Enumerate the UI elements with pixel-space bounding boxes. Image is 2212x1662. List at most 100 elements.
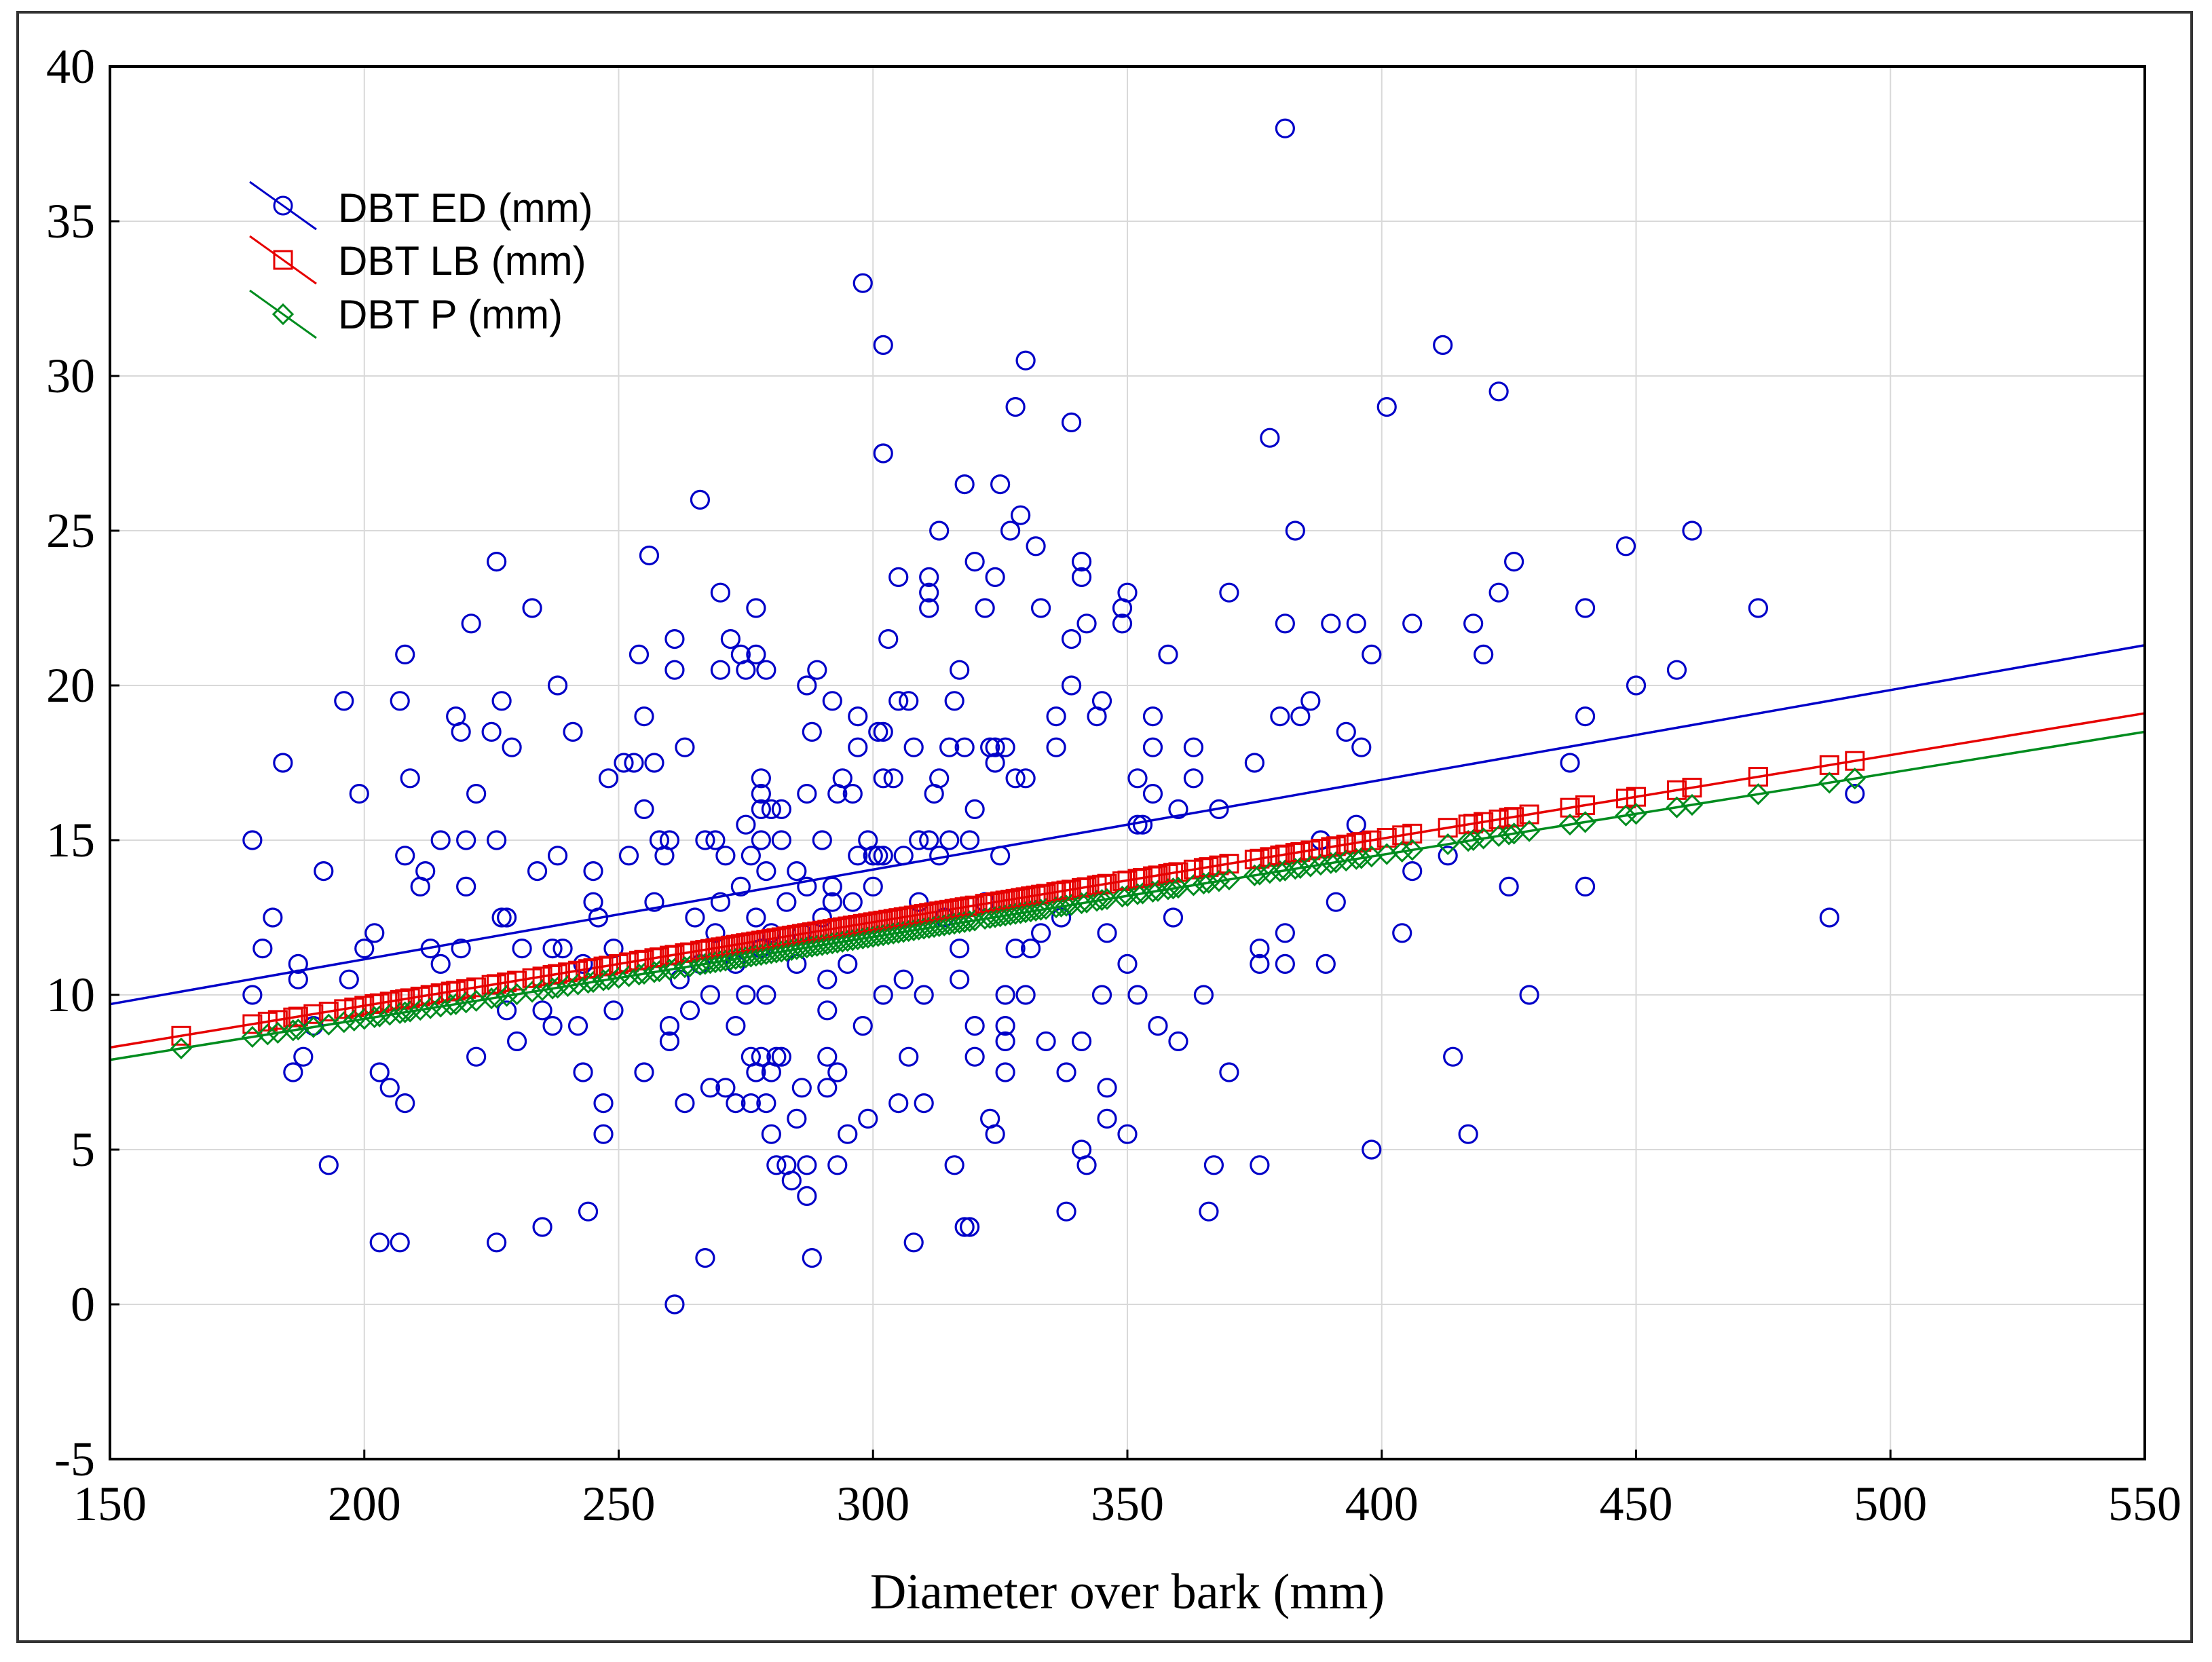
ed-point <box>664 660 685 680</box>
ed-point <box>1748 598 1768 618</box>
ed-point <box>430 953 451 975</box>
ed-point <box>1097 923 1117 943</box>
ed-point <box>1117 582 1138 603</box>
ed-point <box>1046 737 1066 757</box>
lb-point <box>1183 859 1203 880</box>
ed-point <box>1575 706 1596 727</box>
ed-point <box>1056 1062 1076 1082</box>
ed-point <box>893 846 914 866</box>
lb-point <box>548 964 568 984</box>
ed-point <box>527 861 548 882</box>
ed-point <box>1076 1155 1097 1175</box>
p-point <box>1681 793 1704 816</box>
ed-point <box>771 830 791 850</box>
ed-point <box>797 1186 817 1207</box>
ed-point <box>888 1093 909 1114</box>
ed-point <box>395 846 415 866</box>
legend-line-p <box>249 289 317 339</box>
ed-point <box>771 799 791 820</box>
ed-point <box>354 938 375 959</box>
ed-point <box>1845 783 1865 804</box>
lb-point <box>1036 884 1056 904</box>
lb-point <box>334 999 354 1019</box>
ed-point <box>1005 768 1026 789</box>
ed-point <box>497 907 517 928</box>
ed-point <box>1402 861 1423 882</box>
ed-point <box>644 753 664 773</box>
ed-point <box>1458 1124 1478 1144</box>
ed-point <box>1575 876 1596 897</box>
ed-point <box>634 799 654 820</box>
ed-point <box>400 768 420 789</box>
ed-point <box>629 644 650 665</box>
ed-point <box>1005 396 1026 417</box>
ed-point <box>751 768 771 789</box>
ed-point <box>802 721 822 742</box>
ed-point <box>705 923 726 943</box>
ed-point <box>817 1046 838 1067</box>
lb-point <box>171 1025 191 1046</box>
ed-point <box>852 1015 873 1036</box>
lb-point <box>303 1004 324 1024</box>
ed-point <box>736 985 756 1005</box>
p-point <box>445 993 467 1015</box>
ed-point <box>547 675 568 696</box>
ed-point <box>506 1031 527 1052</box>
y-axis-ticks: -5 0 5 10 15 20 25 30 35 40 <box>46 39 119 1486</box>
lb-point <box>1351 832 1372 852</box>
ed-point <box>522 598 542 618</box>
y-tick-label: 25 <box>46 504 95 558</box>
lb-point <box>664 945 685 965</box>
ed-point <box>939 830 960 850</box>
ed-point <box>1438 846 1458 866</box>
ed-point <box>675 1093 695 1114</box>
ed-point <box>715 846 736 866</box>
ed-point <box>736 660 756 680</box>
ed-point <box>451 721 471 742</box>
ed-point <box>899 691 919 711</box>
ed-point <box>873 721 893 742</box>
ed-point <box>1575 598 1596 618</box>
ed-point <box>512 938 532 959</box>
x-axis-ticks: 150 200 250 300 350 400 450 500 550 <box>73 1450 2181 1531</box>
p-point <box>557 975 579 998</box>
ed-point <box>746 598 766 618</box>
ed-point <box>944 1155 964 1175</box>
ed-point <box>741 1093 761 1114</box>
p-point <box>1615 804 1637 827</box>
ed-point <box>985 753 1005 773</box>
ed-point <box>1499 876 1519 897</box>
lb-point <box>410 986 430 1006</box>
ed-point <box>899 1046 919 1067</box>
ed-point <box>1168 1031 1188 1052</box>
ed-point <box>812 830 832 850</box>
p-point <box>1197 871 1220 894</box>
lb-point <box>1250 848 1270 869</box>
ed-point <box>919 567 939 588</box>
p-point <box>389 1002 411 1025</box>
ed-point <box>1015 768 1036 789</box>
ed-point <box>995 1031 1015 1052</box>
ed-point <box>751 783 771 804</box>
lb-point <box>1199 857 1219 877</box>
ed-point <box>720 628 741 649</box>
y-tick-label: 0 <box>71 1277 95 1332</box>
p-point <box>170 1037 193 1059</box>
ed-point <box>1219 582 1239 603</box>
ed-point <box>873 768 893 789</box>
ed-point <box>919 582 939 603</box>
ed-point <box>1030 598 1051 618</box>
ed-point <box>1127 814 1148 835</box>
ed-point <box>919 830 939 850</box>
ed-point <box>1433 335 1453 355</box>
p-point <box>1498 823 1520 846</box>
ed-point <box>858 1108 878 1129</box>
x-tick-label: 450 <box>1600 1477 1673 1531</box>
fit-line-ed <box>109 643 2145 1006</box>
p-point <box>1085 890 1108 912</box>
ed-point <box>929 521 950 541</box>
lb-point <box>964 895 985 915</box>
lb-point <box>257 1011 278 1032</box>
ed-point <box>1091 691 1112 711</box>
lb-point <box>354 996 375 1016</box>
